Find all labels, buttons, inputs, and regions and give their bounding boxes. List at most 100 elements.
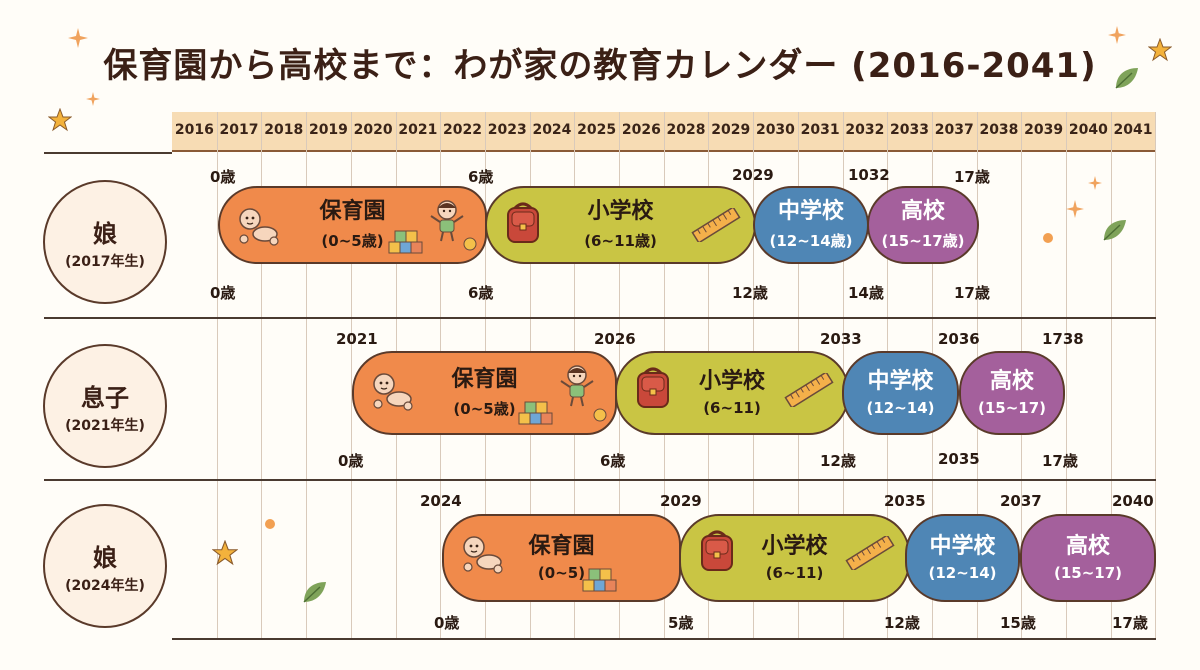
sparkle-icon: [68, 28, 88, 48]
leaf-icon: [303, 582, 326, 603]
stage-ages: (6~11歳): [584, 231, 657, 250]
stage-name: 保育園: [319, 199, 386, 225]
stage-high: 高校 (15~17歳): [867, 186, 979, 264]
stage-name: 保育園: [528, 533, 595, 559]
stage-name: 高校: [900, 199, 945, 225]
child-birth-year: (2024年生): [65, 577, 145, 594]
milestone-age-label: 17歳: [1042, 452, 1078, 470]
milestone-year-label: 2024: [420, 492, 462, 510]
stage-name: 高校: [1065, 533, 1110, 559]
milestone-age-label: 6歳: [468, 284, 494, 302]
stage-name: 高校: [989, 368, 1034, 394]
timeline-chart: 2016 2017 2018 2019 2020 2021 2022 2023 2024 2025…: [43, 112, 1156, 640]
page-title: 保育園から高校まで：わが家の教育カレンダー (2016-2041): [103, 46, 1097, 86]
year-label: 2040: [1068, 122, 1108, 138]
row-divider: [172, 317, 1156, 319]
milestone-age-label: 17歳: [1112, 614, 1148, 632]
year-label: 2023: [487, 122, 527, 138]
child-name: 娘: [93, 543, 117, 572]
year-label: 2025: [577, 122, 617, 138]
stage-ages: (12~14): [928, 564, 997, 583]
milestone-year-label: 2033: [820, 330, 862, 348]
milestone-year-label: 2035: [884, 492, 926, 510]
milestone-age-label: 0歳: [210, 284, 236, 302]
milestone-age-label: 15歳: [1000, 614, 1036, 632]
leaf-icon: [1115, 68, 1138, 89]
milestone-year-label: 2029: [660, 492, 702, 510]
year-label: 2020: [353, 122, 393, 138]
sparkle-icon: [1088, 176, 1102, 190]
year-label: 2021: [398, 122, 438, 138]
stage-ages: (0~5歳): [321, 231, 384, 250]
child-icon: [427, 198, 467, 246]
ruler-icon: [783, 371, 835, 411]
child-label: 息子 (2021年生): [43, 344, 167, 468]
grid-line: [1110, 112, 1112, 640]
stage-ages: (12~14): [866, 399, 935, 418]
year-label: 2022: [443, 122, 483, 138]
grid-line: [216, 112, 218, 640]
baby-icon: [458, 534, 504, 578]
sparkle-icon: [86, 92, 100, 106]
year-label: 2028: [666, 122, 706, 138]
ruler-icon: [690, 206, 742, 246]
blocks-icon: [387, 226, 427, 260]
star-icon: [1148, 38, 1172, 62]
sparkle-icon: [1108, 26, 1126, 44]
baby-icon: [368, 371, 414, 415]
year-label: 2032: [845, 122, 885, 138]
milestone-year-label: 2036: [938, 330, 980, 348]
milestone-year-label: 2021: [336, 330, 378, 348]
year-label: 2018: [264, 122, 304, 138]
ball-icon: [593, 407, 607, 426]
year-label: 2026: [621, 122, 661, 138]
milestone-year-label: 1738: [1042, 330, 1084, 348]
milestone-age-label: 5歳: [668, 614, 694, 632]
stage-high: 高校 (15~17): [959, 351, 1065, 435]
year-label: 2039: [1024, 122, 1064, 138]
row-divider: [44, 152, 172, 154]
child-label: 娘 (2017年生): [43, 180, 167, 304]
child-name: 息子: [81, 383, 129, 412]
stage-ages: (6~11): [765, 564, 824, 583]
year-label: 2038: [979, 122, 1019, 138]
stage-ages: (15~17): [1053, 564, 1123, 583]
milestone-year-label: 17歳: [954, 168, 990, 186]
grid-line: [1155, 112, 1156, 640]
stage-name: 中学校: [867, 368, 934, 394]
row-divider: [44, 479, 172, 481]
year-label: 2033: [890, 122, 930, 138]
year-label: 2030: [755, 122, 795, 138]
row-divider: [172, 479, 1156, 481]
milestone-age-label: 12歳: [820, 452, 856, 470]
grid-line: [350, 112, 352, 640]
child-birth-year: (2017年生): [65, 253, 145, 270]
stage-name: 中学校: [929, 533, 996, 559]
stage-name: 保育園: [451, 367, 518, 393]
stage-middle: 中学校 (12~14): [905, 514, 1020, 602]
milestone-year-label: 1032: [848, 166, 890, 184]
stage-ages: (15~17歳): [881, 231, 965, 250]
row-divider: [44, 317, 172, 319]
year-label: 2016: [174, 122, 214, 138]
school-bag-icon: [697, 528, 737, 576]
child-birth-year: (2021年生): [65, 417, 145, 434]
year-label: 2031: [800, 122, 840, 138]
child-icon: [557, 363, 597, 411]
child-label: 娘 (2024年生): [43, 504, 167, 628]
grid-line: [1066, 112, 1067, 640]
stage-name: 小学校: [587, 199, 654, 225]
milestone-age-label: 2035: [938, 450, 980, 468]
dot-icon: [1043, 233, 1053, 243]
year-label: 2017: [219, 122, 259, 138]
milestone-year-label: 2026: [594, 330, 636, 348]
stage-ages: (6~11): [703, 399, 761, 418]
stage-name: 小学校: [698, 368, 765, 394]
dot-icon: [265, 519, 275, 529]
stage-name: 中学校: [777, 199, 844, 225]
star-icon: [212, 540, 238, 566]
milestone-age-label: 17歳: [954, 284, 990, 302]
ball-icon: [463, 236, 477, 255]
milestone-year-label: 0歳: [210, 168, 236, 186]
stage-ages: (0~5歳): [453, 399, 516, 418]
